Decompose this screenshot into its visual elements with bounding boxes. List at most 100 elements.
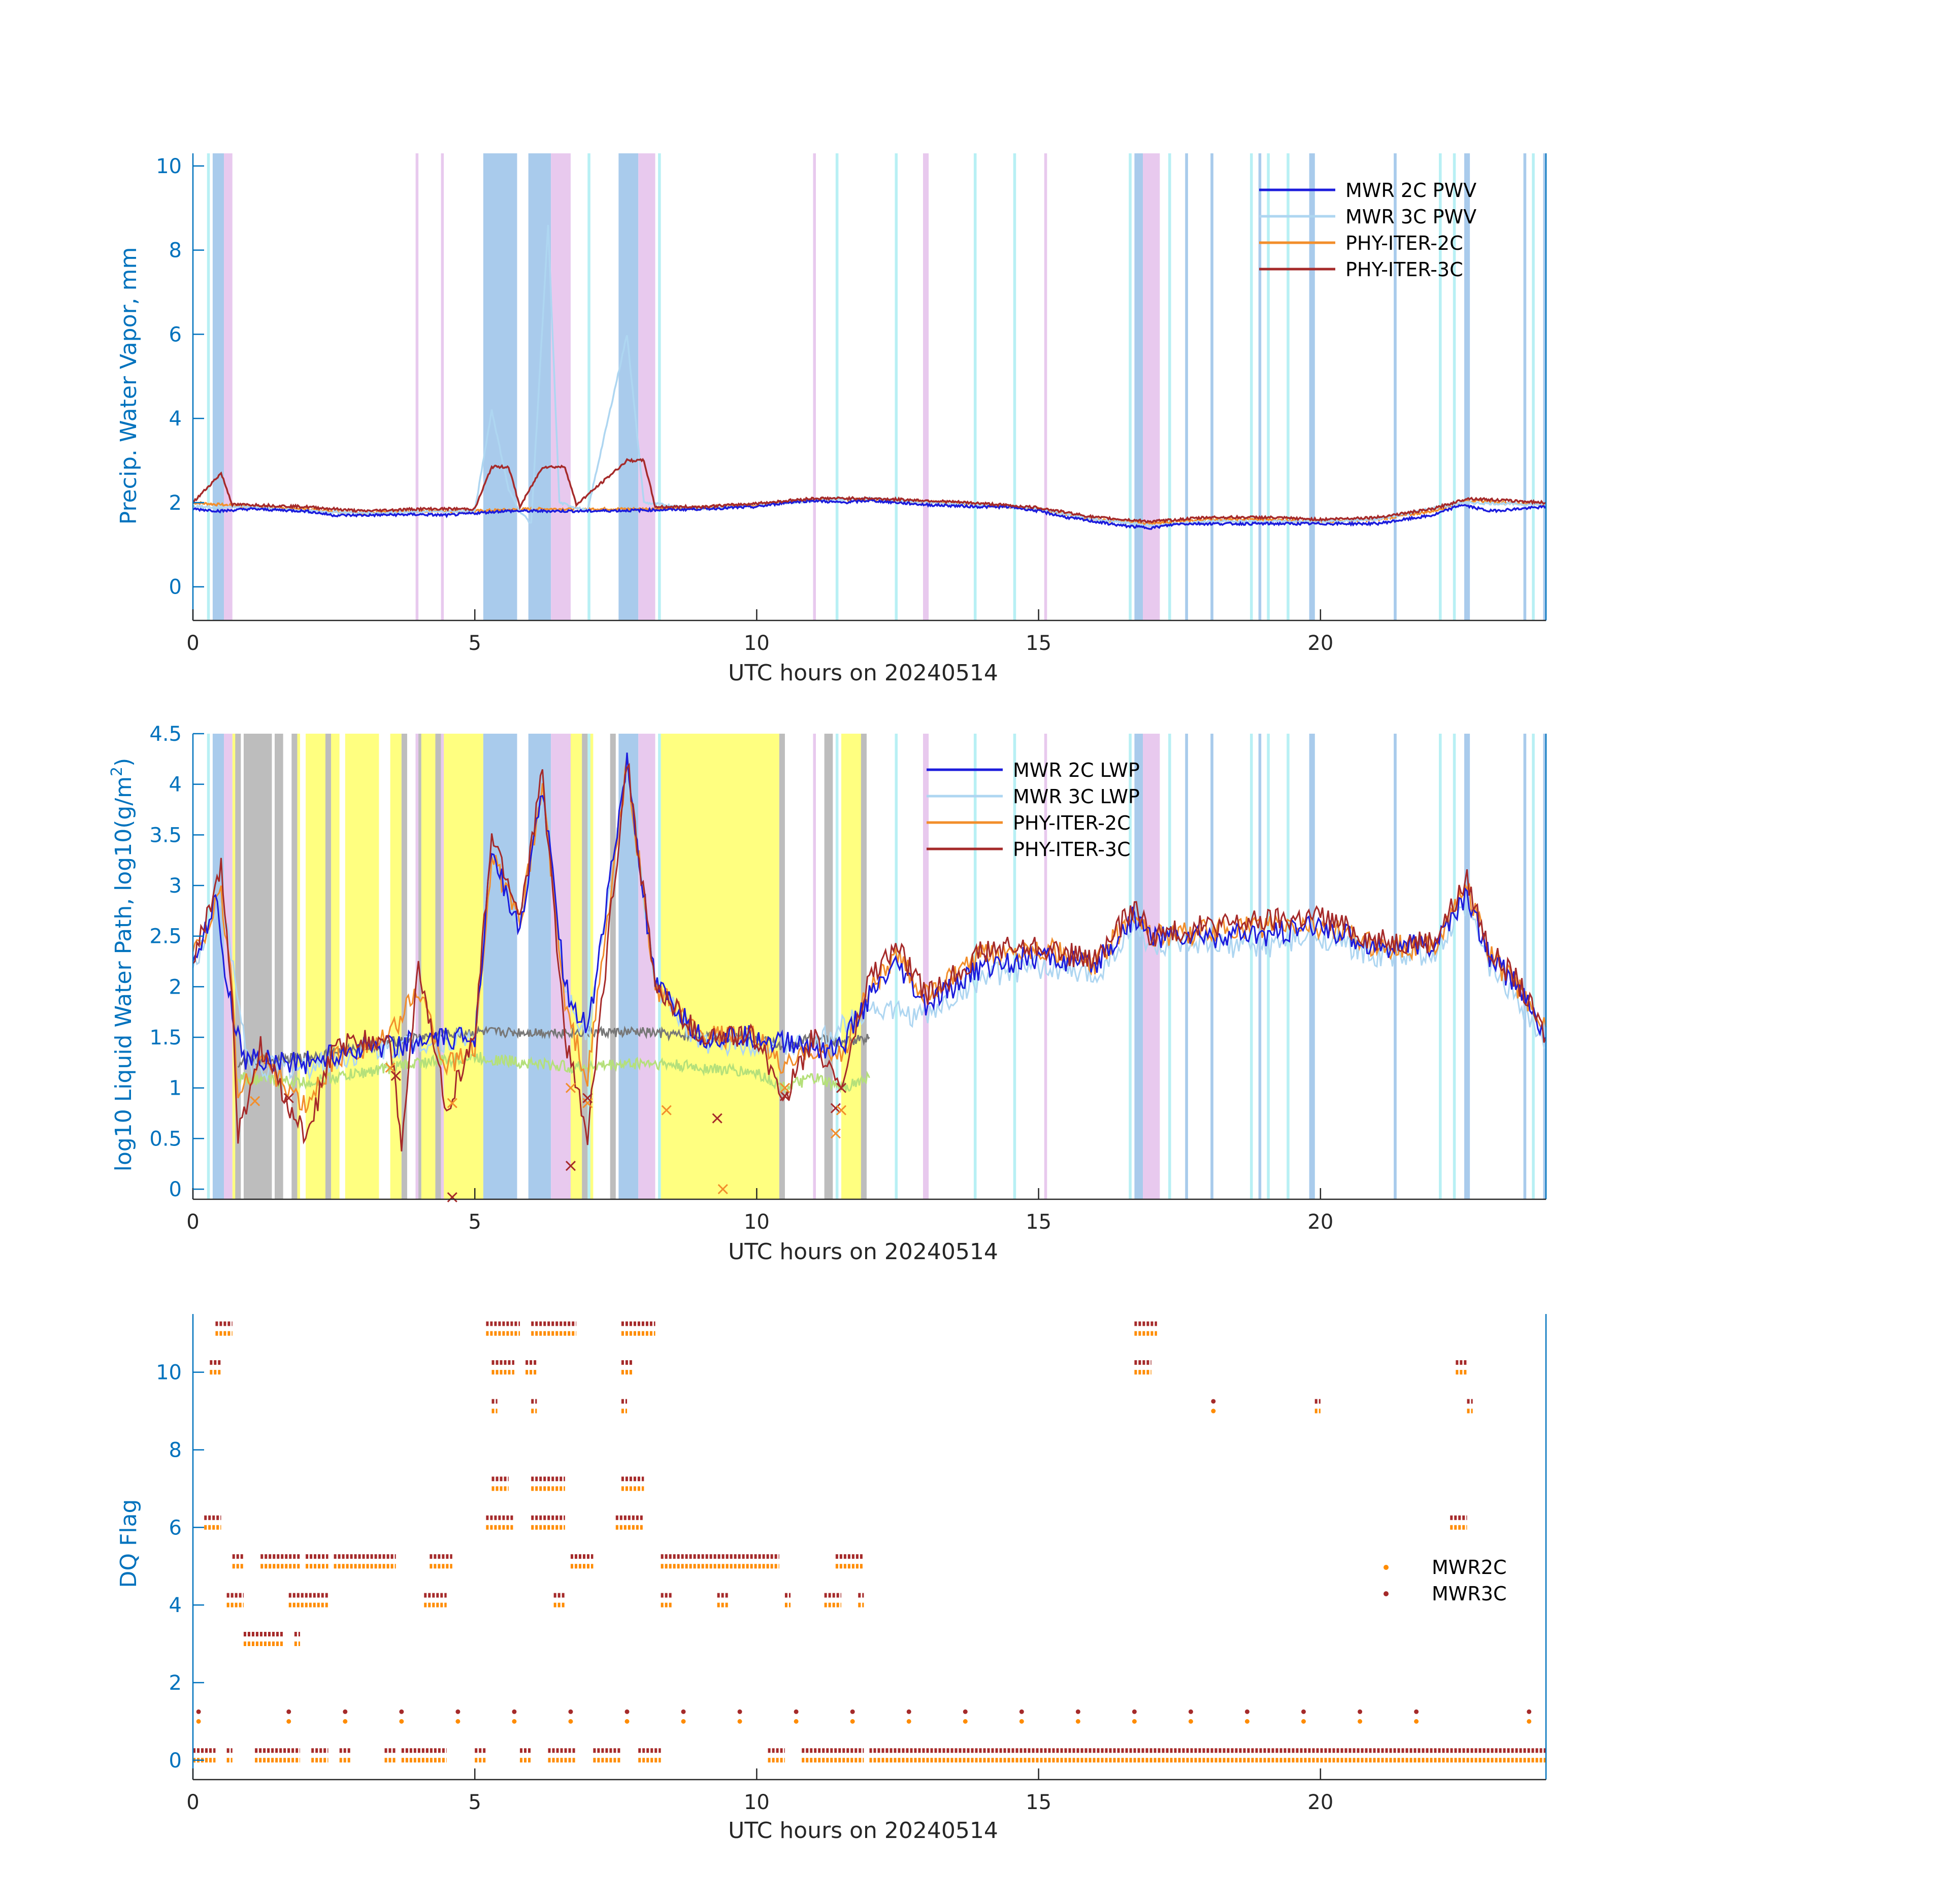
dq-axes <box>192 1314 1547 1781</box>
pwv-y-axis-label: Precip. Water Vapor, mm <box>116 247 142 525</box>
dq-point <box>624 1719 630 1724</box>
clear-sky-span <box>345 734 379 1199</box>
dq-point <box>1358 1719 1363 1724</box>
y-tick-label: 0 <box>169 1178 182 1201</box>
dq-points <box>193 1321 1546 1763</box>
dq-point <box>1188 1719 1193 1724</box>
lwp-y-label-main: log10 Liquid Water Path, log10(g/m <box>111 776 137 1171</box>
dq-point <box>286 1719 291 1724</box>
lwp-x-marker <box>582 1093 593 1103</box>
legend-label-lwp-phy-iter-2c: PHY-ITER-2C <box>1013 812 1131 834</box>
pwv-series <box>192 224 1547 530</box>
dq-point <box>794 1719 799 1724</box>
flag-line-blue <box>1210 153 1213 620</box>
lwp-x-marker <box>712 1113 722 1124</box>
lwp-x-marker <box>779 1091 791 1101</box>
flag-line-cyan <box>835 734 839 1199</box>
clear-sky-span <box>841 734 864 1199</box>
dq-point <box>1075 1719 1080 1724</box>
flag-line-cyan <box>1168 734 1171 1199</box>
dq-point <box>963 1709 968 1714</box>
lwp-axes <box>192 733 1547 1200</box>
cloud-flag-span <box>582 734 588 1199</box>
dq-point <box>1019 1709 1024 1714</box>
rain-span <box>483 153 517 620</box>
x-tick-label: 10 <box>744 1210 770 1234</box>
dq-point <box>568 1709 573 1714</box>
rain-span <box>212 153 224 620</box>
y-tick-label: 3 <box>169 874 182 898</box>
flag-line-cyan <box>835 153 839 620</box>
flag-line-blue <box>1464 734 1470 1199</box>
flag-line-blue <box>1185 153 1188 620</box>
legend-label-mwr-3c-pwv: MWR 3C PWV <box>1345 206 1476 228</box>
lwp-series-line <box>192 752 1547 1074</box>
x-tick-label: 10 <box>744 1791 770 1814</box>
pwv-series-line <box>192 499 1546 530</box>
y-tick-label: 6 <box>169 323 182 346</box>
x-tick-label: 20 <box>1307 1791 1333 1814</box>
rain-span <box>1134 734 1143 1199</box>
lwp-x-marker <box>385 1062 396 1073</box>
flag-line-pink <box>415 734 419 1199</box>
clear-sky-span <box>390 734 402 1199</box>
lwp-x-marker <box>390 1070 401 1081</box>
flag-line-blue <box>1464 153 1470 620</box>
lwp-x-marker <box>565 1082 576 1093</box>
dq-point <box>1301 1709 1306 1714</box>
dq-point <box>286 1709 291 1714</box>
flag-line-cyan <box>1439 153 1442 620</box>
flag-line-pink <box>923 153 929 620</box>
flag-line-blue <box>1309 153 1315 620</box>
dq-point <box>737 1719 742 1724</box>
wet-window-span <box>1143 153 1160 620</box>
x-tick-label: 0 <box>186 1210 199 1234</box>
cloud-flag-span <box>610 734 616 1199</box>
legend-label-mwr-3c-lwp: MWR 3C LWP <box>1013 785 1140 808</box>
dq-point <box>1211 1399 1216 1404</box>
dq-point <box>794 1709 799 1714</box>
y-tick-label: 0 <box>169 1749 182 1772</box>
x-tick-label: 0 <box>186 1791 199 1814</box>
cloud-flag-span <box>779 734 785 1199</box>
rain-span <box>483 734 517 1199</box>
flag-line-blue <box>1185 734 1188 1199</box>
flag-line-pink <box>813 734 816 1199</box>
flag-line-pink <box>1044 153 1047 620</box>
dq-point <box>963 1719 968 1724</box>
legend-swatch-mwr3c <box>1384 1591 1389 1596</box>
flag-line-blue <box>1394 153 1397 620</box>
pwv-series-line <box>192 497 1547 527</box>
lwp-x-marker <box>661 1105 672 1115</box>
cloud-flag-span <box>275 734 283 1199</box>
flag-line-pink <box>813 153 816 620</box>
y-tick-label: 1.5 <box>149 1026 182 1049</box>
y-tick-label: 10 <box>156 155 182 178</box>
lwp-x-marker <box>447 1192 457 1203</box>
wet-window-span <box>1143 734 1160 1199</box>
dq-point <box>850 1709 855 1714</box>
dq-point <box>1132 1709 1137 1714</box>
lwp-series-line <box>192 763 1547 1152</box>
dq-point <box>737 1709 742 1714</box>
lwp-y-ticks: 0 5 10 15 20 0 0.5 1 1.5 2 2.5 3 3.5 4 4.5 <box>149 723 1333 1234</box>
y-tick-label: 1 <box>169 1077 182 1100</box>
legend-label-mwr-2c-pwv: MWR 2C PWV <box>1345 179 1476 202</box>
flag-line-pink <box>441 153 444 620</box>
dq-point <box>1301 1719 1306 1724</box>
dq-point <box>1132 1719 1137 1724</box>
y-tick-label: 2.5 <box>149 925 182 948</box>
flag-line-cyan <box>1287 153 1290 620</box>
x-tick-label: 15 <box>1026 1210 1051 1234</box>
lwp-x-marker <box>565 1161 576 1171</box>
flag-line-blue <box>1210 734 1213 1199</box>
clear-sky-span <box>661 734 779 1199</box>
lwp-y-axis-label: log10 Liquid Water Path, log10(g/m2) <box>108 758 137 1172</box>
cloud-flag-span <box>243 734 272 1199</box>
flag-line-cyan <box>1453 734 1456 1199</box>
dq-point <box>343 1719 348 1724</box>
flag-line-cyan <box>895 734 898 1199</box>
lwp-x-marker <box>836 1082 847 1093</box>
flag-line-cyan <box>1267 734 1270 1199</box>
flag-line-pink <box>923 734 929 1199</box>
